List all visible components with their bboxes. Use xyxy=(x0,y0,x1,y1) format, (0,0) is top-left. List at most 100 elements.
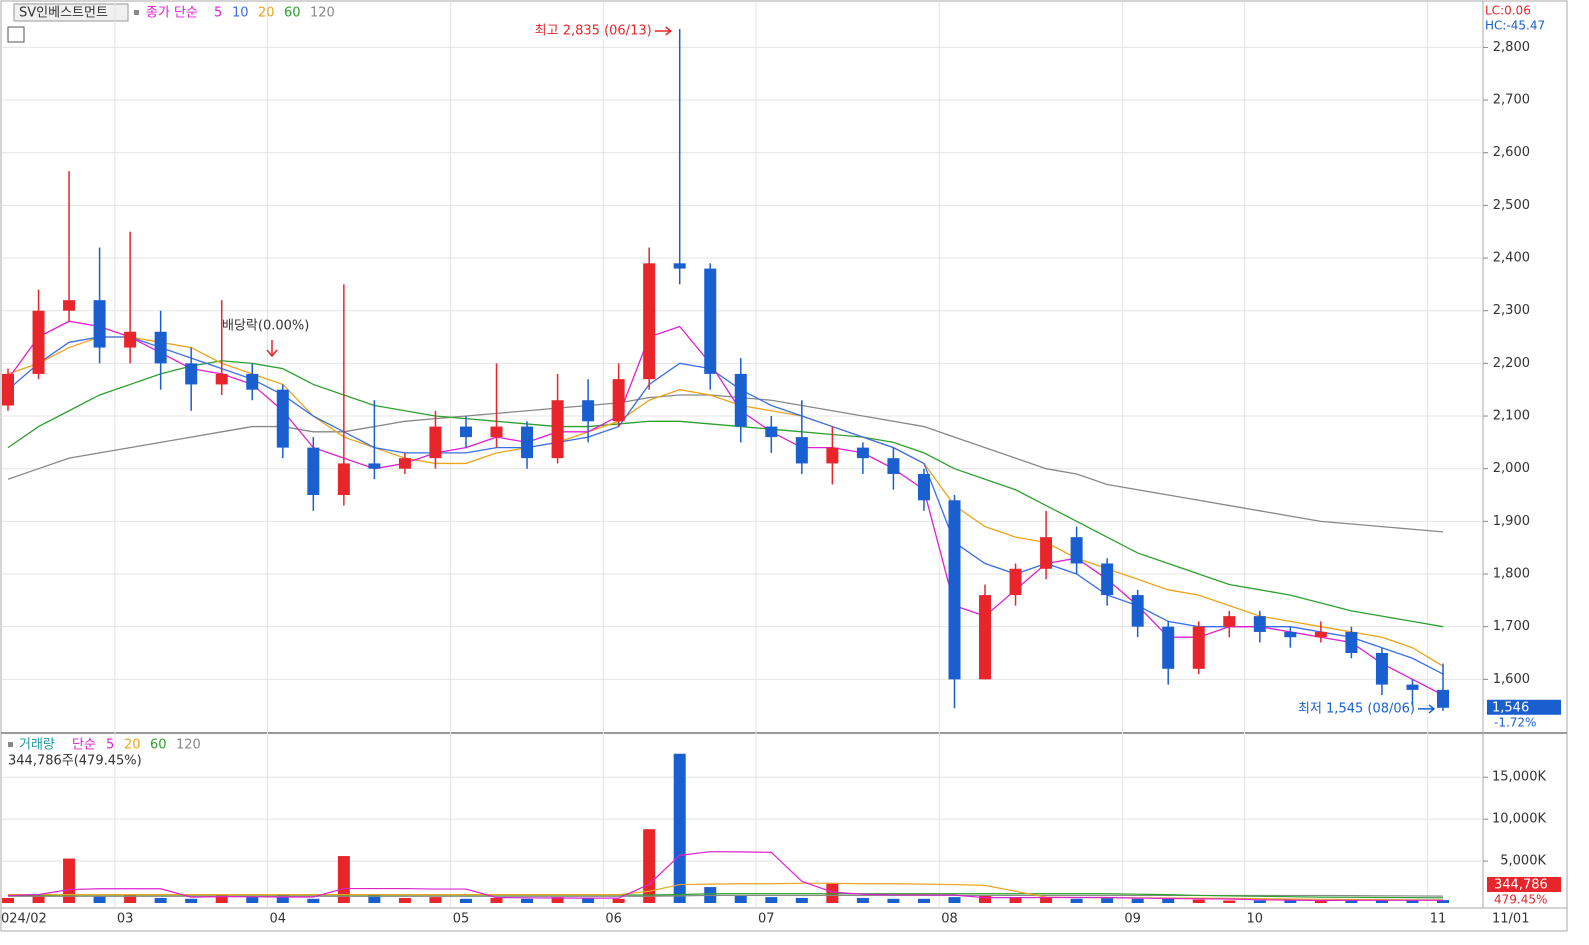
candle-body xyxy=(63,300,76,311)
y-tick-label: 2,000 xyxy=(1493,461,1530,476)
volume-bar xyxy=(429,897,442,903)
current-box xyxy=(1487,699,1561,715)
name-box[interactable] xyxy=(13,3,129,22)
y-tick-label: 15,000K xyxy=(1492,770,1546,785)
legend-entry: 60 xyxy=(150,738,167,753)
ma-line xyxy=(7,394,1444,533)
volume-bar xyxy=(1437,900,1449,903)
volume-bar xyxy=(1131,898,1144,903)
volume-bar xyxy=(551,897,564,903)
candle-body xyxy=(276,389,289,448)
volume-bar xyxy=(1040,897,1053,903)
candle-body xyxy=(124,331,137,348)
volume-bar xyxy=(2,897,14,903)
volume-bar xyxy=(521,898,534,903)
y-tick-label: 2,300 xyxy=(1493,303,1530,318)
current-volume-change: 479.45% xyxy=(1494,893,1547,907)
y-tick-label: 1,800 xyxy=(1493,567,1530,582)
candle-body xyxy=(856,447,869,459)
legend-title: 단순 xyxy=(72,738,96,753)
candle-body xyxy=(1070,537,1083,564)
ma-line xyxy=(7,336,1444,667)
current-change: -1.72% xyxy=(1494,715,1536,729)
x-tick-label: 06 xyxy=(605,912,622,927)
y-tick-label: 2,200 xyxy=(1493,356,1530,371)
volume-bar xyxy=(459,898,472,903)
candle-body xyxy=(704,268,717,374)
candle-body xyxy=(765,426,778,438)
x-tick-label: 2024/02 xyxy=(0,912,47,927)
current-price: 1,546 xyxy=(1492,700,1529,715)
volume-bar xyxy=(1314,900,1327,903)
current-box xyxy=(1487,877,1561,892)
hc: HC:-45.47 xyxy=(1485,19,1545,33)
volume-bar xyxy=(124,894,137,903)
candle-body xyxy=(1101,563,1114,596)
candle-body xyxy=(185,363,198,385)
lc: LC:0.06 xyxy=(1485,4,1531,18)
candle-body xyxy=(734,373,747,427)
volume-bar xyxy=(948,897,961,903)
candle-body xyxy=(521,426,534,459)
candle-body xyxy=(1375,653,1388,685)
y-tick-label: 10,000K xyxy=(1492,812,1546,827)
annotation-low: 최저 1,545 (08/06) xyxy=(1298,701,1415,716)
volume-bar xyxy=(917,898,930,903)
legend-entry: 120 xyxy=(310,6,335,21)
volume-bar xyxy=(826,882,839,903)
candle-body xyxy=(1284,631,1297,638)
volume-bar xyxy=(1345,899,1358,903)
x-tick-label: 11 xyxy=(1430,912,1447,927)
x-tick-label: 07 xyxy=(758,912,775,927)
legend-entry: 20 xyxy=(124,738,141,753)
y-tick-label: 1,700 xyxy=(1493,619,1530,634)
legend-entry: 5 xyxy=(106,738,114,753)
arrow xyxy=(1418,704,1436,714)
volume-bar xyxy=(765,897,778,903)
volume-bar xyxy=(307,898,320,903)
x-tick-label: 08 xyxy=(941,912,958,927)
candle-body xyxy=(246,373,259,390)
y-tick-label: 2,500 xyxy=(1493,198,1530,213)
volume-bar xyxy=(856,897,869,903)
candle-body xyxy=(1345,631,1358,654)
candle-body xyxy=(887,458,900,474)
arrow xyxy=(266,340,278,358)
volume-bar xyxy=(398,897,411,903)
x-tick-label: 03 xyxy=(117,912,134,927)
volume-bar xyxy=(337,856,350,903)
legend-entry: 120 xyxy=(176,738,201,753)
x-tick-label: 10 xyxy=(1247,912,1264,927)
volume-bar xyxy=(1375,900,1388,903)
candle-body xyxy=(459,426,472,438)
volume-bar xyxy=(32,896,45,903)
candle-body xyxy=(307,447,320,496)
y-tick-label: 2,600 xyxy=(1493,145,1530,160)
stock-name: SV인베스트먼트 xyxy=(19,6,108,21)
grid-icon[interactable] xyxy=(7,26,25,43)
candle-body xyxy=(551,400,564,459)
volume-bar xyxy=(93,896,106,903)
candle-body xyxy=(1223,616,1236,627)
candle-body xyxy=(1314,631,1327,638)
volume-bar xyxy=(1253,900,1266,903)
ma-line xyxy=(7,360,1444,628)
candle-body xyxy=(643,263,656,380)
legend-entry: 5 xyxy=(214,6,222,21)
volume-bar xyxy=(63,858,76,903)
volume-bar xyxy=(795,897,808,903)
candle-body xyxy=(1437,689,1449,708)
candle-body xyxy=(1162,626,1175,669)
volume-bar xyxy=(979,895,992,903)
y-tick-label: 1,600 xyxy=(1493,672,1530,687)
candle-body xyxy=(1192,626,1205,669)
volume-bar xyxy=(1223,900,1236,903)
candle-body xyxy=(948,500,961,680)
volume-bar xyxy=(643,829,656,903)
frame xyxy=(0,0,1568,932)
candle-body xyxy=(979,595,992,680)
volume-bar xyxy=(154,897,167,903)
volume-bar xyxy=(1284,900,1297,903)
annotation-high: 최고 2,835 (06/13) xyxy=(535,23,652,38)
legend-bullet xyxy=(8,742,13,747)
